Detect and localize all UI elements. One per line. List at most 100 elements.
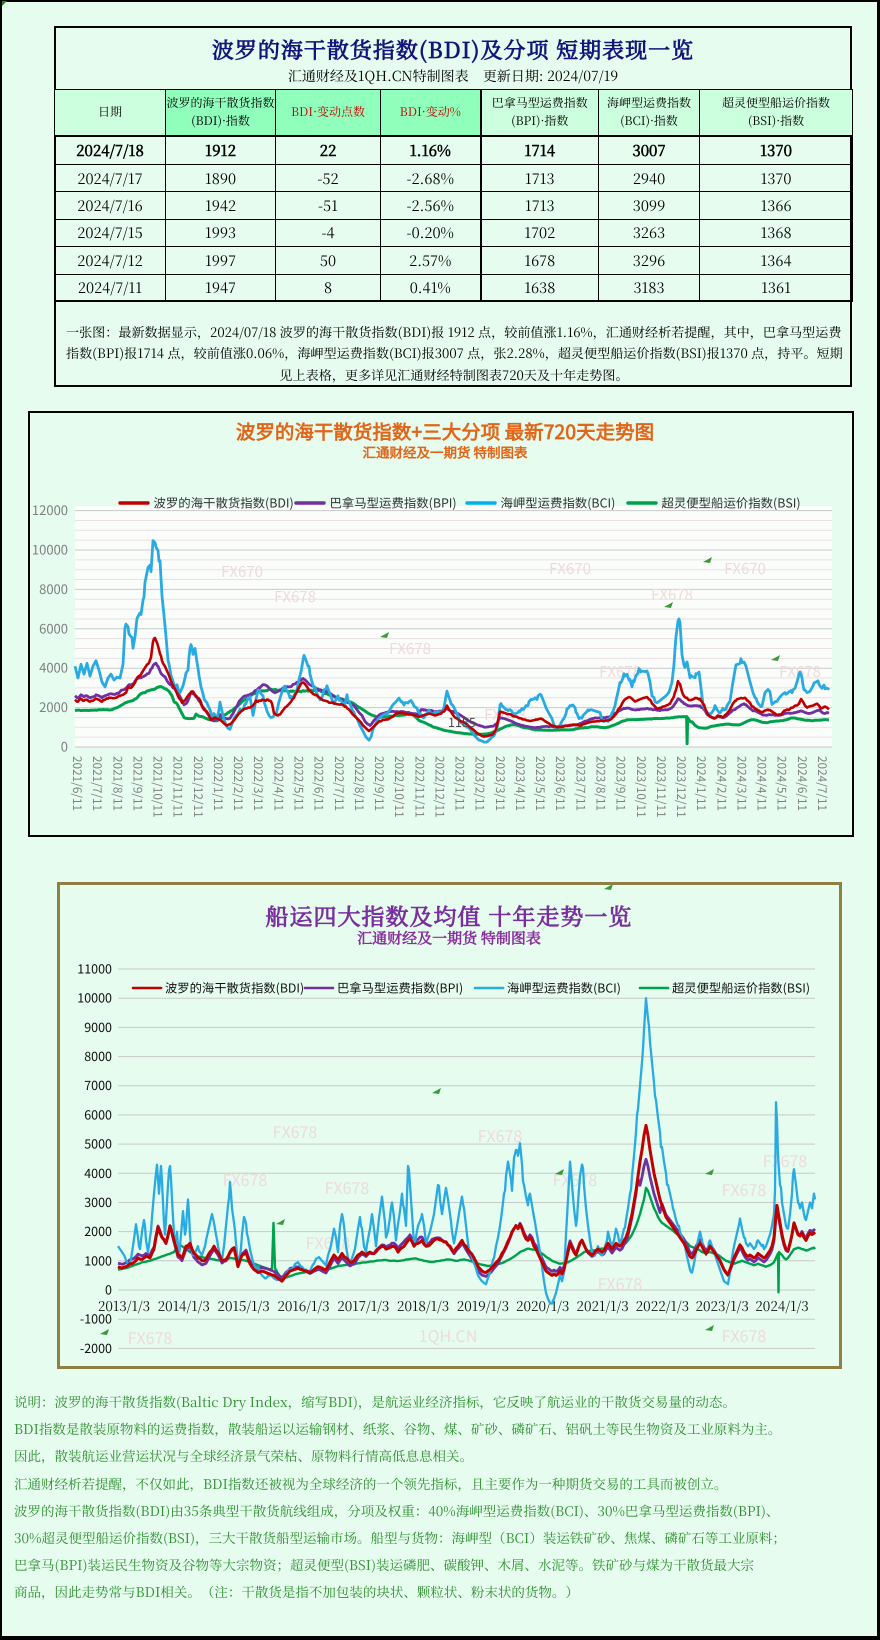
svg-text:0: 0: [105, 1280, 112, 1299]
svg-text:2023/1/11: 2023/1/11: [452, 756, 469, 811]
svg-text:2024/1/11: 2024/1/11: [693, 756, 710, 811]
svg-text:1000: 1000: [84, 1250, 112, 1269]
svg-text:2017/1/3: 2017/1/3: [337, 1295, 389, 1315]
svg-text:2015/1/3: 2015/1/3: [217, 1295, 269, 1315]
svg-text:4000: 4000: [39, 658, 68, 677]
svg-text:4000: 4000: [84, 1163, 112, 1182]
svg-text:10000: 10000: [32, 540, 68, 559]
svg-text:2020/1/3: 2020/1/3: [516, 1295, 570, 1315]
svg-text:2022/7/11: 2022/7/11: [331, 756, 348, 811]
svg-text:11000: 11000: [77, 959, 112, 978]
svg-text:2024/1/3: 2024/1/3: [755, 1295, 808, 1315]
svg-text:1QH.CN: 1QH.CN: [419, 1323, 478, 1347]
svg-text:2022/11/11: 2022/11/11: [411, 756, 428, 818]
svg-text:2024/6/11: 2024/6/11: [794, 756, 811, 811]
svg-text:2024/5/11: 2024/5/11: [774, 756, 791, 811]
svg-text:FX678: FX678: [389, 638, 431, 659]
svg-text:2021/8/11: 2021/8/11: [109, 756, 126, 811]
svg-text:2023/4/11: 2023/4/11: [512, 756, 529, 811]
svg-text:2021/11/11: 2021/11/11: [170, 756, 187, 818]
svg-text:7000: 7000: [84, 1075, 112, 1094]
svg-text:FX678: FX678: [722, 1177, 767, 1201]
svg-text:FX670: FX670: [549, 558, 591, 579]
svg-text:2021/7/11: 2021/7/11: [89, 756, 106, 811]
svg-text:2024/3/11: 2024/3/11: [734, 756, 751, 811]
svg-text:2022/12/11: 2022/12/11: [431, 756, 448, 818]
svg-text:2023/2/11: 2023/2/11: [472, 756, 489, 811]
svg-text:2023/9/11: 2023/9/11: [613, 756, 630, 811]
svg-text:2023/6/11: 2023/6/11: [552, 756, 569, 811]
svg-text:FX670: FX670: [221, 561, 263, 582]
svg-text:0: 0: [61, 737, 68, 756]
svg-text:FX678: FX678: [598, 1271, 643, 1295]
svg-text:FX678: FX678: [484, 704, 526, 725]
svg-text:2023/7/11: 2023/7/11: [572, 756, 589, 811]
svg-text:-2000: -2000: [80, 1338, 112, 1357]
svg-text:3000: 3000: [84, 1192, 112, 1211]
svg-text:2018/1/3: 2018/1/3: [397, 1295, 449, 1315]
svg-text:12000: 12000: [32, 500, 68, 519]
svg-text:FX678: FX678: [325, 1175, 370, 1199]
svg-text:2000: 2000: [84, 1221, 112, 1240]
svg-text:FX678: FX678: [599, 661, 641, 682]
svg-text:2024/7/11: 2024/7/11: [814, 756, 831, 811]
svg-text:2024/4/11: 2024/4/11: [754, 756, 771, 811]
svg-text:2023/5/11: 2023/5/11: [532, 756, 549, 811]
svg-text:FX678: FX678: [722, 1323, 767, 1347]
svg-text:巴拿马型运费指数(BPI): 巴拿马型运费指数(BPI): [330, 494, 457, 512]
svg-text:汇通财经及一期货 特制图表: 汇通财经及一期货 特制图表: [362, 442, 528, 462]
svg-text:8000: 8000: [84, 1046, 112, 1065]
svg-text:FX678: FX678: [763, 1148, 808, 1172]
svg-text:海岬型运费指数(BCI): 海岬型运费指数(BCI): [501, 494, 616, 512]
svg-text:FX670: FX670: [724, 558, 766, 579]
svg-text:2022/2/11: 2022/2/11: [230, 756, 247, 811]
svg-text:2022/10/11: 2022/10/11: [391, 756, 408, 818]
svg-text:2016/1/3: 2016/1/3: [277, 1295, 329, 1315]
svg-text:2022/9/11: 2022/9/11: [371, 756, 388, 811]
svg-text:2023/10/11: 2023/10/11: [633, 756, 650, 818]
svg-text:2021/10/11: 2021/10/11: [150, 756, 167, 818]
svg-text:2013/1/3: 2013/1/3: [98, 1295, 150, 1315]
svg-text:巴拿马型运费指数(BPI): 巴拿马型运费指数(BPI): [337, 979, 463, 997]
svg-text:超灵便型船运价指数(BSI): 超灵便型船运价指数(BSI): [672, 979, 810, 997]
svg-text:2021/9/11: 2021/9/11: [129, 756, 146, 811]
svg-text:2022/8/11: 2022/8/11: [351, 756, 368, 811]
svg-text:2014/1/3: 2014/1/3: [158, 1295, 210, 1315]
svg-text:2021/6/11: 2021/6/11: [69, 756, 86, 811]
svg-text:FX678: FX678: [478, 1123, 523, 1147]
svg-text:2023/1/3: 2023/1/3: [695, 1295, 749, 1315]
svg-text:2024/2/11: 2024/2/11: [713, 756, 730, 811]
svg-text:2022/5/11: 2022/5/11: [291, 756, 308, 811]
svg-text:FX678: FX678: [651, 584, 693, 605]
svg-text:2019/1/3: 2019/1/3: [457, 1295, 509, 1315]
svg-text:1185: 1185: [448, 712, 476, 731]
svg-text:2022/4/11: 2022/4/11: [270, 756, 287, 811]
svg-text:2022/1/3: 2022/1/3: [636, 1295, 690, 1315]
svg-text:8000: 8000: [39, 579, 68, 598]
svg-text:汇通财经及一期货 特制图表: 汇通财经及一期货 特制图表: [357, 928, 541, 949]
svg-text:9000: 9000: [84, 1017, 112, 1036]
svg-text:波罗的海干散货指数(BDI): 波罗的海干散货指数(BDI): [165, 979, 304, 997]
svg-text:2023/3/11: 2023/3/11: [492, 756, 509, 811]
svg-text:2000: 2000: [39, 697, 68, 716]
svg-text:6000: 6000: [39, 618, 68, 637]
svg-text:2022/1/11: 2022/1/11: [210, 756, 227, 811]
svg-text:波罗的海干散货指数+三大分项 最新720天走势图: 波罗的海干散货指数+三大分项 最新720天走势图: [236, 416, 654, 445]
svg-text:FX678: FX678: [306, 1230, 351, 1254]
svg-text:FX678: FX678: [553, 1167, 598, 1191]
svg-text:5000: 5000: [84, 1134, 112, 1153]
svg-text:船运四大指数及均值 十年走势一览: 船运四大指数及均值 十年走势一览: [266, 899, 633, 932]
svg-text:2021/12/11: 2021/12/11: [190, 756, 207, 818]
svg-text:6000: 6000: [84, 1104, 112, 1123]
svg-text:2023/11/11: 2023/11/11: [653, 756, 670, 818]
svg-text:FX678: FX678: [274, 586, 316, 607]
svg-text:2022/3/11: 2022/3/11: [250, 756, 267, 811]
svg-text:2023/8/11: 2023/8/11: [593, 756, 610, 811]
svg-text:2023/12/11: 2023/12/11: [673, 756, 690, 818]
svg-text:海岬型运费指数(BCI): 海岬型运费指数(BCI): [507, 979, 621, 997]
svg-text:2022/6/11: 2022/6/11: [311, 756, 328, 811]
svg-text:超灵便型船运价指数(BSI): 超灵便型船运价指数(BSI): [662, 494, 801, 512]
svg-text:FX678: FX678: [128, 1325, 173, 1349]
svg-text:2021/1/3: 2021/1/3: [576, 1295, 628, 1315]
svg-text:FX678: FX678: [273, 1119, 318, 1143]
